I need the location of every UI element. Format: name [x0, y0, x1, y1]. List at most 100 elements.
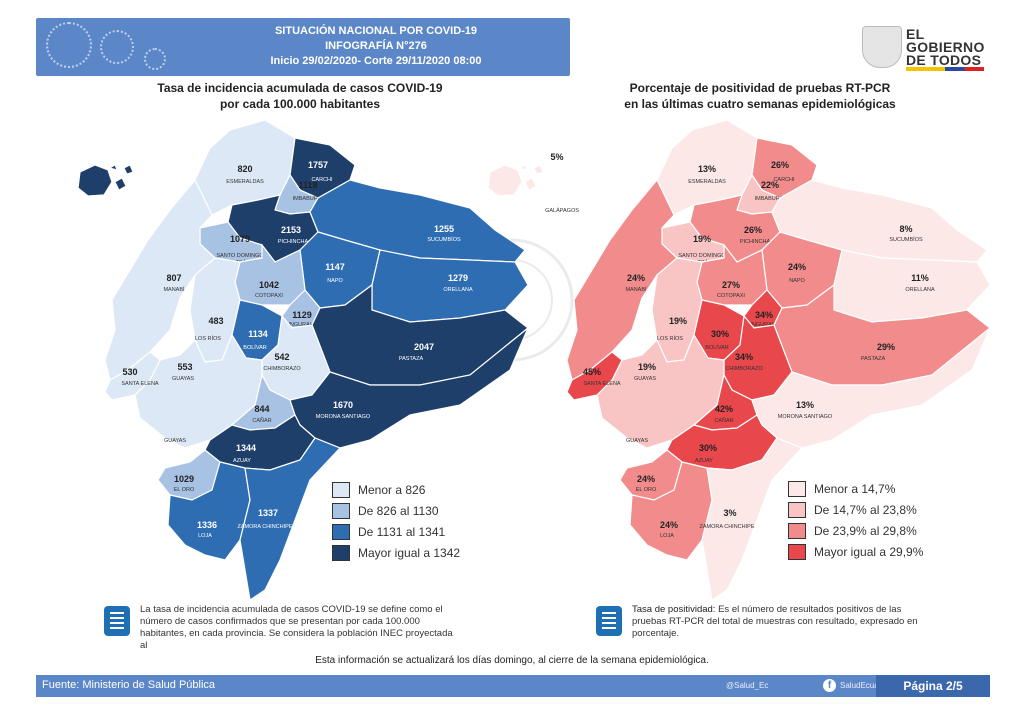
province-value-label: 11%: [911, 273, 929, 283]
logo-text-3: DE TODOS: [906, 52, 982, 68]
galapagos-island: [524, 177, 537, 191]
left-legend-item: De 826 al 1130: [332, 500, 460, 521]
province-name-label: NAPO: [327, 278, 343, 284]
province-name-label: PICHINCHA: [278, 239, 309, 245]
province-name-label: GALÁPAGOS: [545, 207, 579, 214]
province-name-label: MORONA SANTIAGO: [778, 414, 833, 420]
province-value-label: 1336: [197, 520, 217, 530]
logo-text: EL GOBIERNO DE TODOS: [906, 27, 985, 68]
province-name-label: AZUAY: [233, 458, 251, 464]
galapagos-island: [108, 164, 118, 171]
facebook-icon: f: [823, 679, 836, 692]
legend-label: Menor a 14,7%: [814, 481, 896, 496]
province-name-label: LOS RÍOS: [195, 335, 221, 342]
province-value-label: 807: [166, 273, 181, 283]
province-value-label: 22%: [761, 180, 779, 190]
right-legend-item: Mayor igual a 29,9%: [788, 541, 923, 562]
province-name-label: GUAYAS: [634, 376, 656, 382]
footer-bar: Fuente: Ministerio de Salud Pública @Sal…: [36, 675, 990, 697]
province-santa-elena: [566, 351, 623, 401]
province-name-label: CAÑAR: [714, 417, 733, 424]
left-legend: Menor a 826 De 826 al 1130 De 1131 al 13…: [332, 479, 460, 563]
province-name-label: COTOPAXI: [717, 293, 745, 299]
left-legend-item: Menor a 826: [332, 479, 460, 500]
province-value-label: 1337: [258, 508, 278, 518]
province-value-label: 530: [122, 367, 137, 377]
province-value-label: 2047: [414, 342, 434, 352]
province-name-label: AZUAY: [695, 458, 713, 464]
galapagos-island: [123, 164, 134, 175]
province-value-label: 1134: [248, 329, 268, 339]
province-value-label: 1079: [230, 234, 250, 244]
right-map-title: Porcentaje de positividad de pruebas RT-…: [570, 80, 950, 112]
province-value-label: 24%: [660, 520, 678, 530]
right-legend-item: De 23,9% al 29,8%: [788, 520, 923, 541]
left-choropleth-map: 1777 GALÁPAGOS 820 ESMERALDAS 1757 CARCHI1118…: [77, 119, 529, 602]
legend-swatch: [788, 543, 806, 560]
left-note-text: La tasa de incidencia acumulada de casos…: [140, 604, 453, 651]
legend-label: De 23,9% al 29,8%: [814, 523, 917, 538]
twitter-handle[interactable]: @Salud_Ec: [726, 681, 769, 690]
left-legend-item: De 1131 al 1341: [332, 521, 460, 542]
galapagos-island: [114, 177, 127, 191]
galapagos-island: [533, 164, 544, 175]
province-value-label: 1255: [434, 224, 454, 234]
guayas-coast-label: GUAYAS: [164, 438, 186, 444]
province-name-label: TUNGURAHUA: [745, 322, 784, 328]
province-name-label: SUCUMBÍOS: [427, 236, 461, 243]
province-zamora: [239, 437, 342, 602]
legend-swatch: [332, 523, 350, 540]
province-value-label: 1118: [298, 180, 317, 190]
province-zamora: [701, 437, 804, 602]
province-name-label: TUNGURAHUA: [283, 322, 322, 328]
province-value-label: 24%: [788, 262, 806, 272]
province-name-label: CHIMBORAZO: [263, 366, 301, 372]
legend-label: De 14,7% al 23,8%: [814, 502, 917, 517]
province-name-label: CARCHI: [311, 177, 333, 183]
legend-swatch: [332, 502, 350, 519]
banner-line-1: SITUACIÓN NACIONAL POR COVID-19: [274, 25, 478, 37]
province-name-label: PASTAZA: [861, 356, 886, 362]
province-value-label: 13%: [698, 164, 716, 174]
province-name-label: NAPO: [789, 278, 805, 284]
province-value-label: 24%: [637, 474, 655, 484]
province-name-label: SANTA ELENA: [121, 381, 159, 387]
facebook-handle[interactable]: SaludEcuador: [840, 681, 891, 690]
province-name-label: ORELLANA: [905, 287, 935, 293]
province-value-label: 42%: [715, 404, 733, 414]
left-map-title: Tasa de incidencia acumulada de casos CO…: [110, 80, 490, 112]
province-value-label: 34%: [735, 352, 753, 362]
province-value-label: 1129: [292, 310, 312, 320]
logo-text-2: GOBIERNO: [906, 39, 985, 55]
banner-line-3: Inicio 29/02/2020- Corte 29/11/2020 08:0…: [270, 55, 482, 67]
province-santa-elena: [104, 351, 161, 401]
legend-swatch: [332, 481, 350, 498]
province-name-label: ZAMORA CHINCHIPE: [699, 524, 754, 530]
province-galapagos: [487, 164, 523, 197]
province-name-label: SUCUMBÍOS: [889, 236, 923, 243]
province-value-label: 5%: [550, 152, 563, 162]
province-value-label: 2153: [281, 225, 301, 235]
province-value-label: 30%: [711, 329, 729, 339]
province-name-label: COTOPAXI: [255, 293, 283, 299]
province-name-label: LOS RÍOS: [657, 335, 683, 342]
left-title-line-1: Tasa de incidencia acumulada de casos CO…: [157, 81, 443, 95]
legend-label: Mayor igual a 1342: [358, 545, 461, 560]
update-footnote: Esta información se actualizará los días…: [315, 655, 709, 666]
legend-swatch: [788, 501, 806, 518]
province-value-label: 1757: [308, 160, 328, 170]
province-value-label: 19%: [693, 234, 711, 244]
flag-stripe: [906, 67, 984, 71]
province-name-label: IMBABURA: [755, 196, 784, 202]
province-value-label: 27%: [722, 280, 740, 290]
province-name-label: MORONA SANTIAGO: [316, 414, 371, 420]
province-name-label: SANTA ELENA: [583, 381, 621, 387]
banner-line-2: INFOGRAFÍA N°276: [325, 40, 427, 52]
province-value-label: 1147: [325, 262, 345, 272]
province-value-label: 29%: [877, 342, 895, 352]
province-value-label: 483: [208, 316, 223, 326]
province-value-label: 820: [237, 164, 252, 174]
province-name-label: ZAMORA CHINCHIPE: [237, 524, 292, 530]
guayas-coast-label: GUAYAS: [626, 438, 648, 444]
